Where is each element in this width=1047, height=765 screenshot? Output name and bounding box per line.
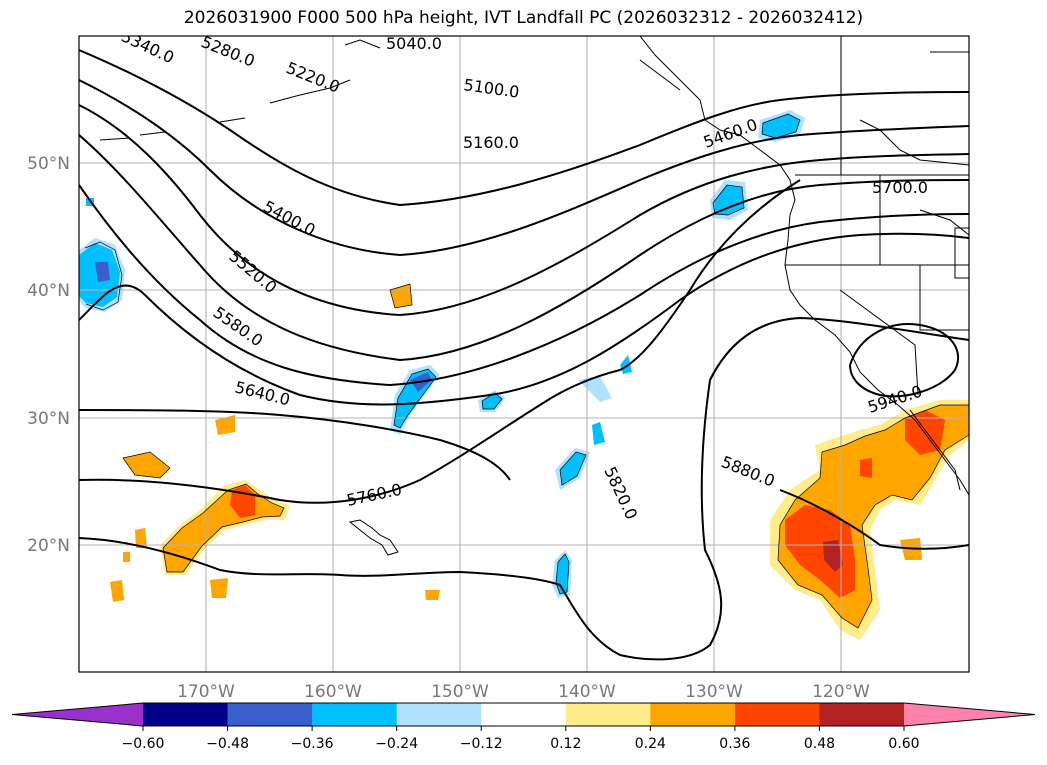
- colorbar: −0.60 −0.48 −0.36 −0.24 −0.12 0.12 0.24 0.36 0.4…: [11, 702, 1036, 752]
- lon-label-140w: 140°W: [558, 682, 616, 702]
- height-contours: [79, 49, 969, 661]
- lon-labels: 170°W 160°W 150°W 140°W 130°W 120°W: [177, 682, 870, 702]
- ivt-outlines: [84, 113, 969, 629]
- lon-label-150w: 150°W: [431, 682, 489, 702]
- colorbar-tick-label: −0.36: [291, 736, 334, 752]
- colorbar-bin: [227, 703, 313, 726]
- colorbar-tick-label: −0.48: [206, 736, 249, 752]
- colorbar-bin: [481, 703, 567, 726]
- contour-label: 5700.0: [872, 178, 928, 197]
- coastlines: [99, 36, 969, 556]
- lat-labels: 50°N 40°N 30°N 20°N: [27, 154, 70, 556]
- colorbar-extend-low: [12, 703, 143, 726]
- colorbar-tick-label: 0.12: [550, 736, 581, 752]
- colorbar-bin: [396, 703, 482, 726]
- colorbar-bin: [734, 703, 820, 726]
- colorbar-tick-label: 0.36: [719, 736, 750, 752]
- colorbar-bin: [819, 703, 905, 726]
- colorbar-tick-label: −0.24: [375, 736, 418, 752]
- lon-label-160w: 160°W: [304, 682, 362, 702]
- ivt-positive-shading: [110, 284, 969, 640]
- lon-label-120w: 120°W: [812, 682, 870, 702]
- lat-label-20n: 20°N: [27, 536, 70, 556]
- lat-label-30n: 30°N: [27, 409, 70, 429]
- colorbar-bin: [312, 703, 398, 726]
- colorbar-bin: [143, 703, 229, 726]
- colorbar-tick-label: −0.60: [122, 736, 165, 752]
- colorbar-tick-label: 0.24: [635, 736, 666, 752]
- colorbar-extend-high: [904, 703, 1035, 726]
- map-frame: [78, 35, 970, 673]
- colorbar-tick-label: 0.48: [804, 736, 835, 752]
- lon-label-130w: 130°W: [685, 682, 743, 702]
- map-title: 2026031900 F000 500 hPa height, IVT Land…: [183, 8, 864, 28]
- colorbar-bin: [650, 703, 736, 726]
- lat-label-40n: 40°N: [27, 281, 70, 301]
- contour-label: 5040.0: [386, 34, 442, 53]
- lat-label-50n: 50°N: [27, 154, 70, 174]
- graticule: [79, 36, 969, 672]
- colorbar-tick-label: 0.60: [888, 736, 919, 752]
- lon-label-170w: 170°W: [177, 682, 235, 702]
- colorbar-bin: [565, 703, 651, 726]
- contour-label: 5160.0: [463, 133, 519, 152]
- colorbar-tick-label: −0.12: [460, 736, 503, 752]
